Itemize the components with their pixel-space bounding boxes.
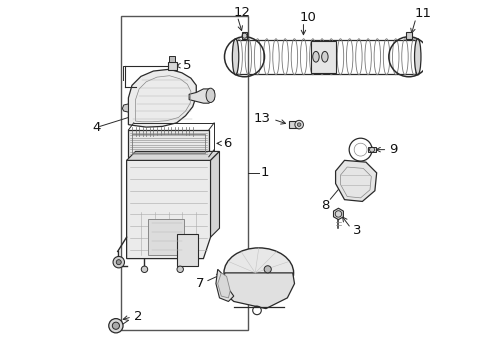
- Polygon shape: [189, 89, 214, 103]
- Bar: [405, 32, 411, 39]
- Polygon shape: [126, 152, 219, 160]
- Bar: [176, 234, 198, 266]
- Polygon shape: [221, 273, 294, 309]
- Circle shape: [264, 266, 271, 273]
- Polygon shape: [216, 269, 233, 301]
- Circle shape: [294, 120, 303, 129]
- Text: 1: 1: [260, 166, 268, 179]
- Bar: [169, 56, 175, 62]
- Polygon shape: [335, 160, 376, 202]
- Text: 9: 9: [388, 143, 397, 156]
- Text: 3: 3: [352, 224, 361, 237]
- Text: 2: 2: [134, 310, 142, 323]
- Text: 12: 12: [233, 6, 250, 19]
- Polygon shape: [210, 152, 219, 237]
- Text: 7: 7: [196, 277, 204, 290]
- Ellipse shape: [414, 39, 420, 75]
- Ellipse shape: [232, 39, 238, 75]
- Ellipse shape: [224, 248, 293, 298]
- Circle shape: [116, 260, 121, 265]
- Ellipse shape: [321, 51, 327, 62]
- Polygon shape: [128, 69, 196, 127]
- Text: 10: 10: [299, 11, 316, 24]
- Text: 8: 8: [321, 198, 329, 212]
- Bar: [241, 32, 247, 39]
- Ellipse shape: [205, 88, 215, 103]
- Polygon shape: [333, 208, 343, 220]
- Circle shape: [113, 256, 124, 268]
- Circle shape: [297, 123, 300, 126]
- Bar: [121, 16, 247, 330]
- Polygon shape: [126, 160, 210, 258]
- Text: 11: 11: [413, 8, 430, 21]
- Bar: [288, 121, 299, 128]
- Text: 4: 4: [93, 121, 101, 134]
- Polygon shape: [122, 104, 128, 112]
- Circle shape: [112, 322, 119, 329]
- Text: 13: 13: [253, 112, 270, 125]
- Bar: [310, 41, 335, 73]
- Polygon shape: [217, 273, 230, 298]
- Bar: [132, 134, 205, 153]
- Bar: [167, 62, 177, 70]
- Circle shape: [141, 266, 147, 273]
- Ellipse shape: [312, 51, 319, 62]
- Circle shape: [108, 319, 123, 333]
- Bar: [367, 147, 375, 152]
- Circle shape: [177, 266, 183, 273]
- Text: 6: 6: [223, 137, 231, 150]
- Bar: [148, 219, 183, 255]
- Bar: [128, 130, 208, 157]
- Text: 5: 5: [183, 59, 191, 72]
